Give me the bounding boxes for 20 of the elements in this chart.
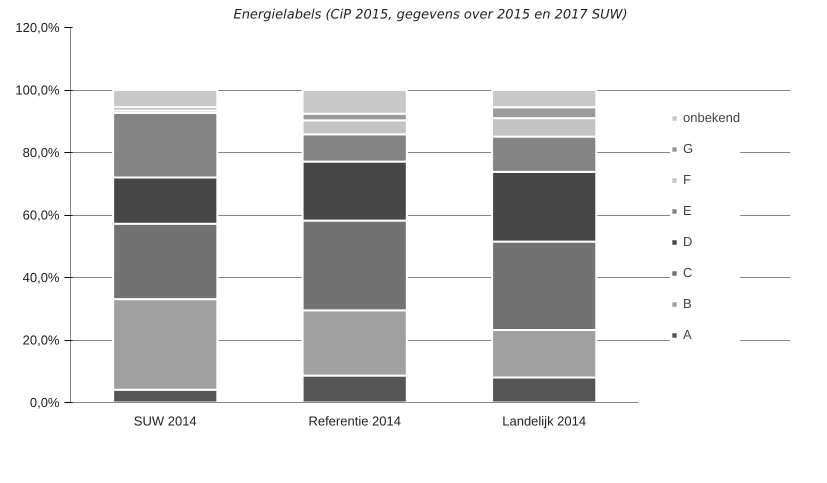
legend-label: G: [683, 141, 694, 156]
legend-label: C: [683, 265, 694, 280]
legend-label: E: [683, 203, 693, 218]
x-tick-label: Landelijk 2014: [502, 414, 586, 428]
y-tick-label: 0,0%: [30, 395, 60, 410]
legend-label: D: [683, 234, 694, 249]
legend-label: onbekend: [683, 110, 740, 125]
bar: [112, 89, 218, 108]
y-tick-label: 120,0%: [15, 20, 60, 35]
legend-label: B: [683, 296, 693, 311]
legend-label: F: [683, 172, 692, 187]
y-tick-label: 40,0%: [22, 270, 60, 285]
y-tick-label: 20,0%: [22, 332, 60, 348]
chart-title: Energielabels (CiP 2015, gegevens over 2015 en 2017 SUW): [233, 8, 628, 22]
x-tick-label: Referentie 2014: [308, 414, 401, 428]
legend-label: A: [683, 327, 693, 342]
x-tick-label: SUW 2014: [134, 414, 197, 428]
y-tick-label: 60,0%: [22, 208, 60, 222]
y-tick-label: 80,0%: [22, 145, 60, 160]
y-tick-label: 100,0%: [15, 82, 60, 98]
